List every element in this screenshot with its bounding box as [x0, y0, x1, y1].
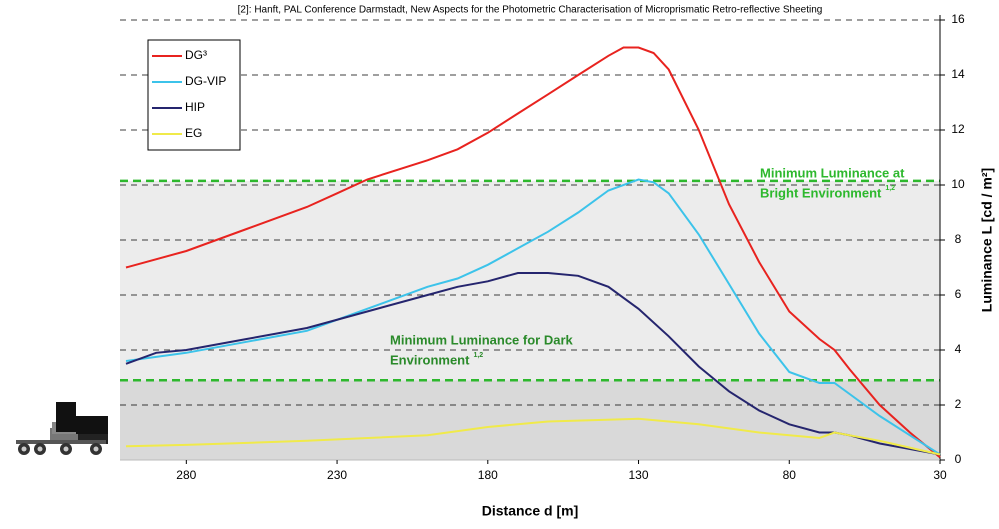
y-tick-label: 12	[951, 122, 965, 136]
series-line	[125, 46, 941, 459]
legend-label: DG-VIP	[185, 74, 226, 88]
y-tick-label: 6	[955, 287, 962, 301]
legend-label: DG³	[185, 48, 207, 62]
x-tick-label: 30	[933, 468, 947, 482]
annotation: Environment	[390, 352, 470, 367]
x-tick-label: 230	[327, 468, 347, 482]
plot-area	[120, 19, 940, 461]
x-axis-label: Distance d [m]	[482, 503, 578, 519]
x-tick-label: 80	[783, 468, 797, 482]
annotation: Minimum Luminance for Dark	[390, 332, 574, 347]
y-tick-label: 4	[955, 342, 962, 356]
x-tick-label: 280	[176, 468, 196, 482]
series-line	[125, 178, 941, 456]
legend-label: EG	[185, 126, 202, 140]
band	[120, 380, 940, 460]
y-tick-label: 16	[951, 12, 965, 26]
y-tick-label: 2	[955, 397, 962, 411]
y-tick-label: 10	[951, 177, 965, 191]
y-tick-label: 14	[951, 67, 965, 81]
truck-icon	[16, 402, 108, 455]
legend-label: HIP	[185, 100, 205, 114]
y-axis-label: Luminance L [cd / m²]	[979, 168, 995, 312]
x-tick-label: 180	[478, 468, 498, 482]
annotation: Minimum Luminance at	[760, 165, 905, 180]
annotation: Bright Environment	[760, 185, 882, 200]
legend-box	[147, 39, 241, 151]
annotation-sup: 1,2	[885, 185, 895, 192]
y-tick-label: 0	[955, 452, 962, 466]
x-tick-label: 130	[629, 468, 649, 482]
annotation-sup: 1,2	[473, 352, 483, 359]
band	[120, 180, 940, 381]
series-line	[125, 417, 941, 456]
y-tick-label: 8	[955, 232, 962, 246]
legend: DG³ DG-VIP HIP EG	[147, 39, 241, 151]
source-note: [2]: Hanft, PAL Conference Darmstadt, Ne…	[238, 5, 823, 16]
